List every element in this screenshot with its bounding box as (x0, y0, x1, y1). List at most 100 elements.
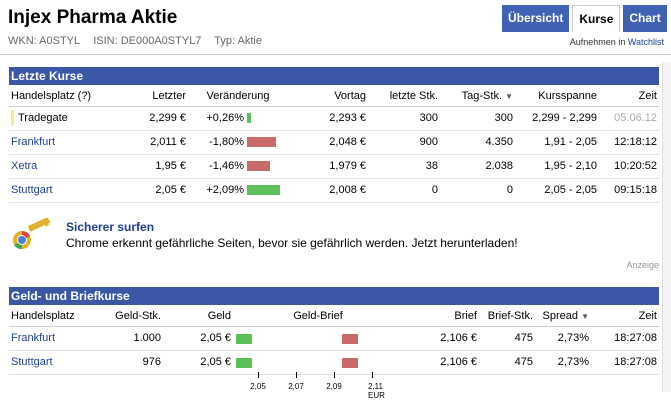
highlight-marker (11, 110, 14, 126)
cell-vortag: 2,008 € (288, 178, 368, 203)
tab-kurse[interactable]: Kurse (572, 5, 621, 32)
table-row: Stuttgart 976 2,05 € 2,106 € 475 2,73% 1… (9, 350, 659, 375)
cell-geld: 2,05 € (163, 350, 233, 375)
sort-desc-icon: ▼ (505, 91, 513, 101)
cell-geld-stk: 976 (105, 350, 163, 375)
cell-brief: 2,106 € (403, 350, 479, 375)
cell-brief: 2,106 € (403, 326, 479, 351)
price-axis: 2,05 2,07 2,09 2,11 EUR (240, 372, 410, 400)
col-zeit[interactable]: Zeit (599, 86, 659, 107)
ad-title[interactable]: Sicherer surfen (66, 220, 155, 234)
venue-name: Tradegate (18, 111, 68, 124)
col-geld-stk[interactable]: Geld-Stk. (105, 306, 163, 327)
isin-label: ISIN: DE000A0STYL7 (93, 35, 202, 47)
axis-tick (258, 372, 259, 378)
col-brief-stk[interactable]: Brief-Stk. (479, 306, 535, 327)
col-letzte-stk[interactable]: letzte Stk. (368, 86, 440, 107)
change-text: -1,80% (209, 136, 244, 148)
table-row: Stuttgart 2,05 € +2,09% 2,008 € 0 0 2,05… (9, 178, 659, 203)
row-venue: Tradegate (9, 106, 124, 131)
cell-letzte-stk: 300 (368, 106, 440, 131)
venue-link[interactable]: Stuttgart (9, 178, 124, 203)
section-header-letzte-kurse: Letzte Kurse (9, 67, 659, 85)
col-zeit[interactable]: Zeit (591, 306, 659, 327)
cell-tag-stk: 2.038 (440, 154, 515, 179)
table-row: Tradegate 2,299 € +0,26% 2,293 € 300 300… (9, 106, 659, 131)
cell-spanne: 1,91 - 2,05 (515, 130, 599, 155)
tab-uebersicht[interactable]: Übersicht (502, 5, 570, 32)
type-label: Typ: Aktie (214, 35, 262, 47)
col-tag-stk[interactable]: Tag-Stk. ▼ (440, 86, 515, 107)
change-text: +2,09% (206, 184, 244, 196)
cell-zeit: 10:20:52 (599, 154, 659, 179)
col-geld[interactable]: Geld (163, 306, 233, 327)
cell-spanne: 2,299 - 2,299 (515, 106, 599, 131)
cell-veraenderung: -1,46% (188, 154, 288, 179)
tab-chart[interactable]: Chart (623, 5, 667, 32)
geld-bar (236, 333, 252, 344)
chrome-key-icon (13, 218, 51, 250)
cell-letzter: 2,011 € (124, 130, 188, 155)
venue-link[interactable]: Frankfurt (9, 326, 105, 351)
venue-link[interactable]: Frankfurt (9, 130, 124, 155)
sort-desc-icon: ▼ (581, 311, 589, 321)
col-handelsplatz[interactable]: Handelsplatz (?) (9, 86, 124, 107)
cell-tag-stk: 300 (440, 106, 515, 131)
col-letzter[interactable]: Letzter (124, 86, 188, 107)
cell-zeit: 18:27:08 (591, 350, 659, 375)
axis-tick-label: 2,11 EUR (368, 382, 385, 400)
change-bar (247, 113, 252, 124)
page-scrollbar[interactable] (662, 62, 671, 392)
change-bar (247, 161, 271, 172)
col-kursspanne[interactable]: Kursspanne (515, 86, 599, 107)
page-title: Injex Pharma Aktie (8, 7, 178, 28)
cell-zeit: 12:18:12 (599, 130, 659, 155)
col-veraenderung[interactable]: Veränderung (188, 86, 288, 107)
watchlist-link[interactable]: Watchlist (627, 37, 664, 47)
axis-tick (334, 372, 335, 378)
axis-tick-label: 2,05 (250, 382, 266, 391)
geld-brief-table: Handelsplatz Geld-Stk. Geld Geld-Brief B… (9, 306, 659, 375)
cell-veraenderung: +2,09% (188, 178, 288, 203)
cell-letzte-stk: 900 (368, 130, 440, 155)
change-bar (247, 137, 277, 148)
change-bar (247, 185, 281, 196)
cell-letzter: 2,299 € (124, 106, 188, 131)
cell-vortag: 2,293 € (288, 106, 368, 131)
axis-tick (372, 372, 373, 378)
table-row: Xetra 1,95 € -1,46% 1,979 € 38 2.038 1,9… (9, 154, 659, 179)
venue-link[interactable]: Stuttgart (9, 350, 105, 375)
cell-geld: 2,05 € (163, 326, 233, 351)
cell-tag-stk: 0 (440, 178, 515, 203)
col-geld-brief[interactable]: Geld-Brief (233, 306, 403, 327)
col-spread-label: Spread (542, 309, 579, 322)
ad-banner[interactable]: Sicherer surfen Chrome erkennt gefährlic… (9, 210, 659, 272)
cell-zeit: 09:15:18 (599, 178, 659, 203)
header-divider (0, 54, 671, 55)
change-text: -1,46% (209, 160, 244, 172)
axis-tick (296, 372, 297, 378)
axis-tick-label: 2,07 (288, 382, 304, 391)
col-tag-stk-label: Tag-Stk. (461, 89, 503, 102)
venue-link[interactable]: Xetra (9, 154, 124, 179)
cell-letzter: 1,95 € (124, 154, 188, 179)
col-handelsplatz[interactable]: Handelsplatz (9, 306, 105, 327)
cell-spread: 2,73% (535, 326, 591, 351)
cell-vortag: 1,979 € (288, 154, 368, 179)
cell-geld-brief-bars (233, 326, 403, 351)
ad-text[interactable]: Chrome erkennt gefährliche Seiten, bevor… (66, 236, 518, 250)
col-spread[interactable]: Spread ▼ (535, 306, 591, 327)
ad-label: Anzeige (626, 260, 659, 270)
col-brief[interactable]: Brief (403, 306, 479, 327)
brief-bar (342, 357, 358, 368)
wkn-label: WKN: A0STYL (8, 35, 81, 47)
cell-geld-brief-bars (233, 350, 403, 375)
cell-veraenderung: +0,26% (188, 106, 288, 131)
col-vortag[interactable]: Vortag (288, 86, 368, 107)
cell-letzte-stk: 0 (368, 178, 440, 203)
cell-spanne: 1,95 - 2,10 (515, 154, 599, 179)
security-meta: WKN: A0STYL ISIN: DE000A0STYL7 Typ: Akti… (8, 35, 272, 47)
cell-brief-stk: 475 (479, 326, 535, 351)
tab-bar: Übersicht Kurse Chart (502, 5, 670, 32)
cell-geld-stk: 1.000 (105, 326, 163, 351)
